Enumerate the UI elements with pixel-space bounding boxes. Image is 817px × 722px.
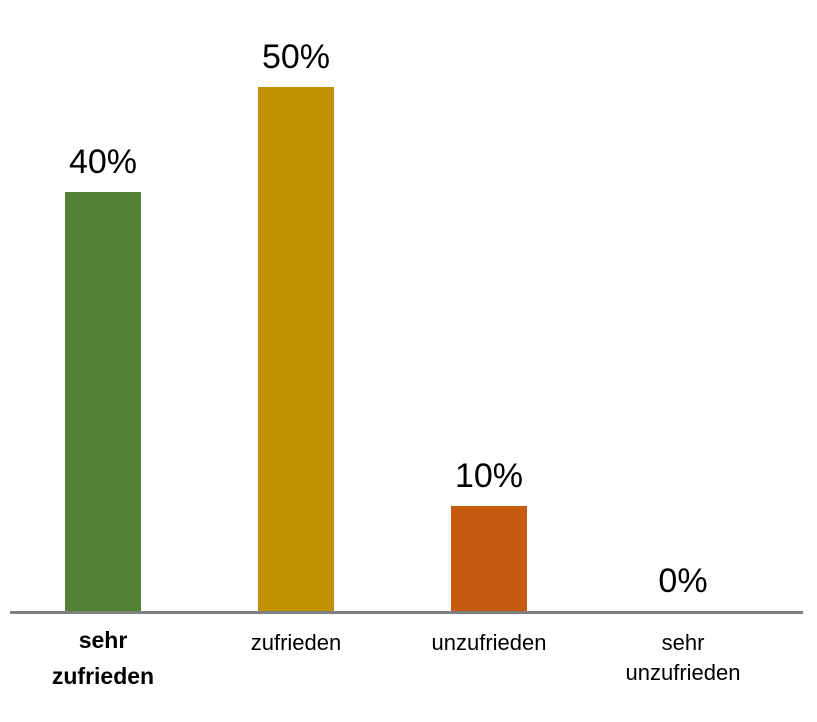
category-label: unzufrieden: [431, 630, 547, 655]
value-label: 50%: [261, 38, 331, 76]
value-label: 0%: [658, 562, 708, 600]
category-label: zufrieden: [250, 630, 342, 655]
bar: [65, 191, 141, 611]
value-label: 40%: [68, 142, 138, 181]
value-label: 10%: [454, 457, 524, 496]
baseline: [10, 611, 803, 614]
category-label: sehr unzufrieden: [625, 630, 741, 685]
category-label: sehr zufrieden: [51, 627, 155, 689]
bar: [258, 87, 334, 611]
bar: [451, 506, 527, 611]
